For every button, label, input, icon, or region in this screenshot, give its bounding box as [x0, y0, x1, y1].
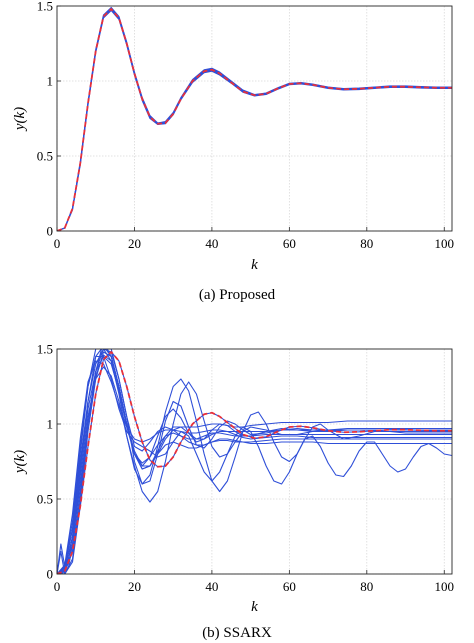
realization-line	[57, 360, 452, 574]
y-axis-label: y(k)	[12, 450, 28, 475]
x-tick-label: 40	[205, 236, 218, 251]
y-tick-label: 1	[47, 417, 54, 432]
series-group	[57, 6, 452, 231]
x-tick-label: 80	[360, 236, 373, 251]
x-tick-label: 80	[360, 579, 373, 594]
panel-caption: (b) SSARX	[202, 625, 272, 641]
x-axis-label: k	[251, 599, 258, 615]
panel-a: 0 20 40 60 80 100 0 0.5 1 1.5 k y(k) (a) Proposed	[12, 0, 454, 303]
x-axis-label: k	[251, 257, 258, 273]
y-tick-label: 0	[47, 567, 54, 582]
y-tick-label: 0.5	[37, 492, 53, 507]
panel-b: 0 20 40 60 80 100 0 0.5 1 1.5 k y(k) (b) SSARX	[12, 342, 454, 642]
x-tick-label: 60	[283, 579, 296, 594]
x-tick-label: 0	[54, 236, 61, 251]
reference-line	[57, 350, 452, 574]
y-axis-label: y(k)	[12, 107, 28, 132]
y-tick-label: 1.5	[37, 0, 53, 14]
plot-area	[57, 6, 452, 231]
series-group	[57, 349, 452, 574]
y-tick-label: 1.5	[37, 342, 53, 357]
x-tick-label: 0	[54, 579, 61, 594]
x-tick-label: 20	[128, 236, 141, 251]
panel-caption: (a) Proposed	[199, 287, 276, 303]
x-tick-label: 40	[205, 579, 218, 594]
y-tick-label: 0	[47, 224, 54, 239]
plot-area	[57, 349, 452, 574]
realization-line	[57, 354, 452, 574]
x-tick-label: 100	[435, 236, 455, 251]
reference-line	[57, 7, 452, 231]
x-tick-label: 20	[128, 579, 141, 594]
axes-frame	[56, 5, 453, 232]
y-tick-label: 0.5	[37, 149, 53, 164]
y-tick-label: 1	[47, 74, 54, 89]
realization-line	[57, 349, 452, 574]
x-tick-label: 100	[435, 579, 455, 594]
x-tick-label: 60	[283, 236, 296, 251]
realization-line	[57, 351, 452, 574]
axes-frame	[56, 348, 453, 575]
